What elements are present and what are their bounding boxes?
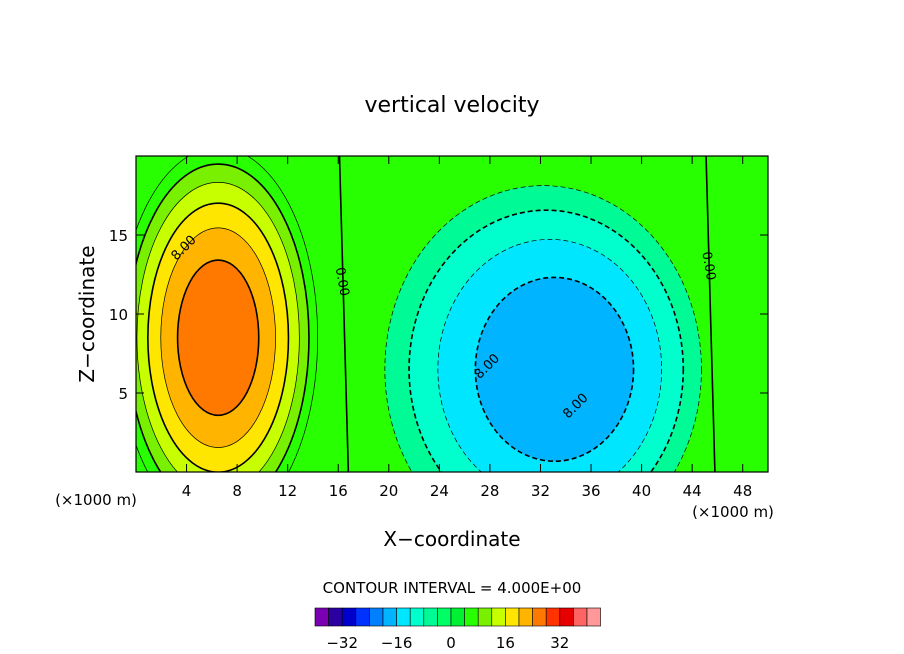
colorbar-swatch [586,607,601,627]
contour-line-8 [136,163,310,472]
colorbar-tick-label: 0 [446,634,456,652]
x-tick-label: 36 [581,482,600,500]
contour-line--8 [408,209,685,472]
x-axis: 4 8 12 16 20 24 28 32 36 40 44 48 [182,156,752,500]
colorbar-swatch [341,607,357,627]
x-tick-label: 44 [683,482,702,500]
y-tick-label: 15 [109,227,128,245]
colorbar-swatch [437,607,452,627]
colorbar-swatch [409,607,425,627]
y-axis: 5 10 15 [109,227,768,403]
x-tick-label: 8 [232,482,242,500]
contour-interval-note: CONTOUR INTERVAL = 4.000E+00 [323,579,582,597]
contour-fill--16 [475,277,634,462]
x-tick-label: 40 [632,482,651,500]
colorbar-swatch [477,607,493,627]
x-tick-label: 48 [733,482,752,500]
contour-fill-24 [177,260,259,416]
colorbar-swatch [423,607,438,627]
colorbar-tick-label: 16 [496,634,515,652]
colorbar-swatch [328,607,343,627]
x-unit-left: (×1000 m) [55,491,137,509]
contour-lines [136,156,716,472]
contour-line-24 [176,259,260,417]
chart-title: vertical velocity [364,93,539,118]
y-tick-label: 10 [109,306,128,324]
x-axis-label: X−coordinate [383,527,520,551]
colorbar-swatch [505,607,520,627]
colorbar-swatch [573,607,588,627]
zero-contour-2 [705,156,716,472]
x-tick-label: 32 [531,482,550,500]
x-tick-label: 24 [430,482,449,500]
colorbar-swatch [545,607,561,627]
colorbar-swatch [518,607,533,627]
contour-line--4 [384,185,702,472]
x-tick-label: 12 [278,482,297,500]
colorbar-swatch [491,607,506,627]
x-tick-label: 20 [379,482,398,500]
y-axis-label: Z−coordinate [75,245,99,382]
colorbar-swatch [382,607,397,627]
colorbar-swatch [396,607,411,627]
colorbar-swatch [464,607,479,627]
contour-line-16 [147,202,290,472]
x-unit-right: (×1000 m) [692,503,774,521]
contour-line-4 [136,156,318,472]
plot-area: 8.000.000.008.008.00 [135,155,769,473]
colorbar-tick-label: −32 [326,634,358,652]
contour-labels: 8.000.000.008.008.00 [169,233,719,422]
contour-label: 0.00 [332,266,352,297]
colorbar-swatch [559,607,574,627]
colorbar-swatch [369,607,384,627]
colorbar [314,607,601,627]
contour-line--12 [437,239,662,472]
colorbar-swatch [355,607,370,627]
zero-contour-1 [338,156,350,472]
colorbar-swatch [450,607,465,627]
contour-line-20 [160,227,276,448]
contour-line--16 [474,276,635,462]
x-tick-label: 28 [480,482,499,500]
y-tick-label: 5 [118,385,128,403]
contour-line-12 [136,182,300,472]
x-tick-label: 4 [182,482,192,500]
colorbar-tick-label: 32 [550,634,569,652]
x-tick-label: 16 [329,482,348,500]
contour-label: 0.00 [698,250,718,281]
colorbar-swatch [532,607,547,627]
colorbar-ticks: −32 −16 0 16 32 [326,634,569,652]
colorbar-tick-label: −16 [381,634,413,652]
colorbar-swatch [314,607,329,627]
